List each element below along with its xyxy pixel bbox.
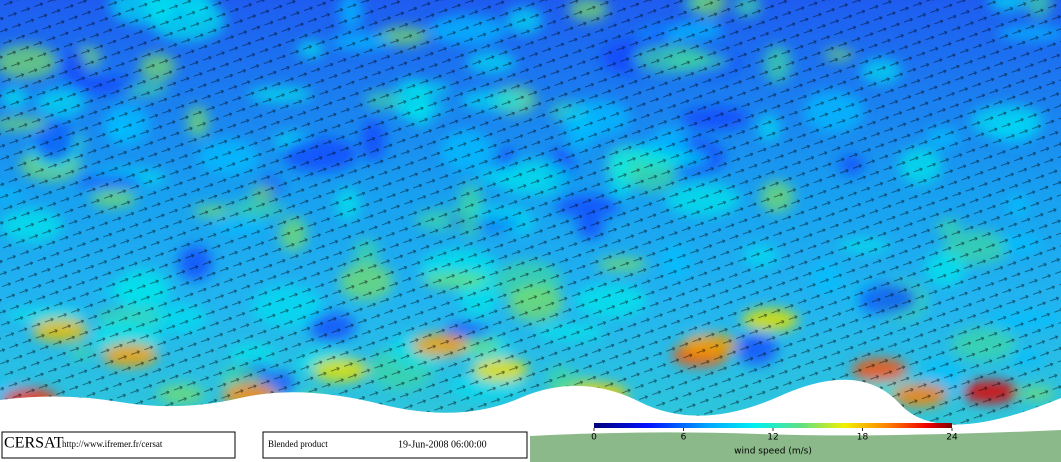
colorbar-axis: 0 6 12 18 24 <box>591 428 958 443</box>
colorbar-tick-label: 12 <box>767 433 778 443</box>
colorbar-tick-label: 6 <box>681 433 687 443</box>
colorbar-tick-label: 24 <box>946 433 958 443</box>
logo: CERSAT <box>4 435 64 452</box>
datetime: 19-Jun-2008 06:00:00 <box>398 439 487 450</box>
wind-vectors <box>0 0 1061 432</box>
antarctica <box>0 379 1061 432</box>
url: http://www.ifremer.fr/cersat <box>62 439 163 449</box>
antarctic-coast <box>530 430 1061 462</box>
colorbar-tick-label: 18 <box>857 433 869 443</box>
product-box <box>262 431 528 459</box>
colorbar-label: wind speed (m/s) <box>734 447 812 457</box>
colorbar <box>594 423 952 428</box>
colorbar-tick-label: 0 <box>591 433 597 443</box>
logo-box <box>1 431 236 459</box>
product: Blended product <box>268 439 328 449</box>
